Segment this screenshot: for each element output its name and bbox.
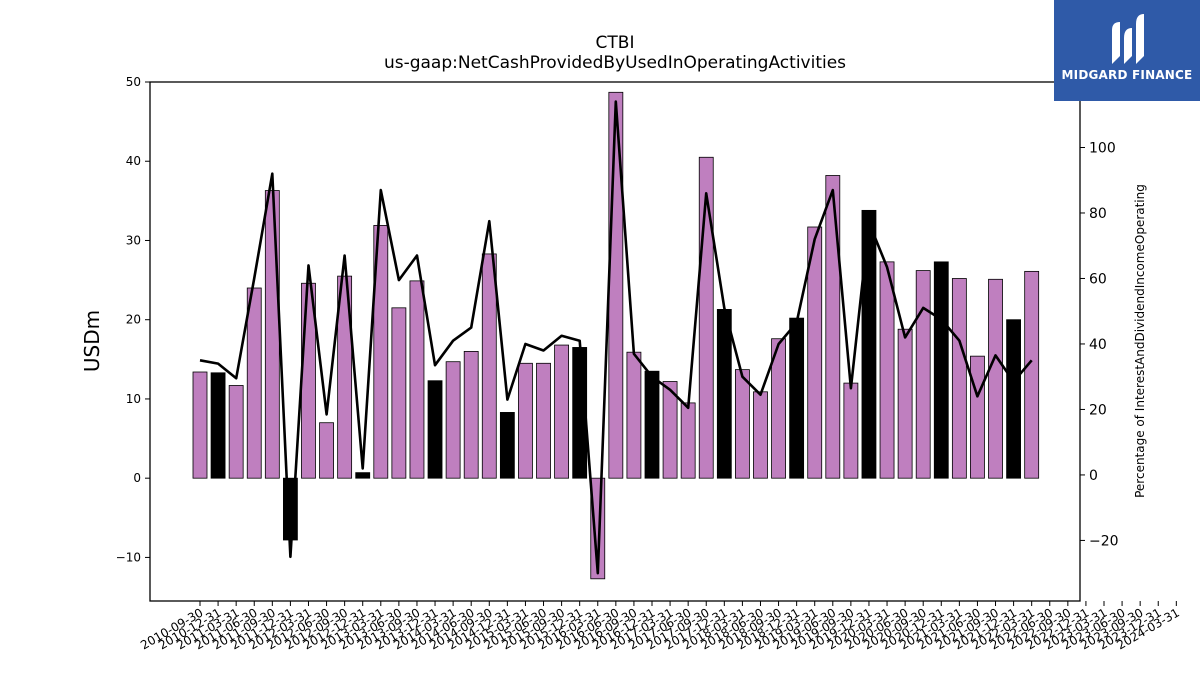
y-left-tick-label: −10 [116, 550, 141, 564]
y-axis-right: −20 0 20 40 60 80 100 [1080, 140, 1119, 549]
bar [499, 412, 515, 479]
bar [879, 261, 895, 479]
y-left-tick-label: 10 [126, 392, 141, 406]
bar [988, 278, 1003, 479]
bar [1024, 270, 1040, 479]
bar [391, 307, 407, 479]
y-right-tick-label: 40 [1089, 337, 1107, 353]
bar [771, 338, 786, 479]
bar [228, 385, 244, 479]
y-right-tick-label: 60 [1089, 271, 1107, 287]
y-left-tick-label: 30 [126, 233, 141, 247]
brand-logo: MIDGARD FINANCE [1054, 0, 1200, 101]
y-right-tick-label: 80 [1089, 206, 1107, 222]
bar [644, 370, 660, 479]
bar [933, 261, 949, 479]
bar [861, 209, 877, 479]
bar [753, 391, 768, 479]
plot-frame [149, 81, 1081, 602]
bar [427, 380, 443, 479]
y-left-tick-label: 0 [133, 471, 141, 485]
y-left-tick-label: 50 [126, 75, 141, 89]
bar [1006, 319, 1021, 479]
y-axis-label-left: USDm [80, 310, 104, 372]
y-left-tick-label: 40 [126, 154, 141, 168]
bar [970, 355, 985, 479]
bar [210, 372, 226, 479]
bar [825, 175, 841, 479]
bar [662, 381, 678, 479]
y-left-tick-label: 20 [126, 313, 141, 327]
chart-subtitle: us-gaap:NetCashProvidedByUsedInOperating… [384, 53, 846, 73]
bar [789, 317, 805, 479]
ratio-line [199, 100, 1033, 575]
bars [192, 91, 1040, 580]
y-right-tick-label: 0 [1089, 468, 1098, 484]
bar [319, 422, 334, 479]
bar [481, 253, 497, 479]
bar [680, 402, 696, 479]
bar [445, 361, 461, 479]
bar [843, 382, 859, 479]
bar [897, 328, 913, 479]
ratio-line-group [199, 100, 1033, 575]
bar [735, 369, 750, 479]
bar [337, 275, 353, 479]
bar [192, 371, 208, 479]
y-right-tick-label: 100 [1089, 140, 1116, 156]
bar [807, 226, 823, 479]
logo-text: MIDGARD FINANCE [1061, 68, 1193, 82]
bar [554, 344, 569, 479]
y-axis-label-right: Percentage of InterestAndDividendIncomeO… [1133, 184, 1147, 498]
bar [373, 225, 389, 479]
y-right-tick-label: 20 [1089, 402, 1107, 418]
bar [608, 91, 624, 479]
bar [716, 309, 732, 479]
x-axis: 2010-09-302010-12-312011-03-312011-06-30… [138, 601, 1182, 652]
bar [246, 287, 262, 479]
midgard-logo-icon [1112, 14, 1144, 64]
bar [951, 278, 967, 479]
bar [915, 270, 931, 479]
y-right-tick-label: −20 [1089, 533, 1119, 549]
bar [264, 190, 280, 479]
bar [463, 351, 479, 479]
bar [409, 280, 425, 479]
bar [536, 362, 551, 479]
bar [626, 351, 642, 479]
bar [518, 362, 533, 479]
y-axis-left: −10 0 10 20 30 40 50 [116, 75, 150, 564]
bar [355, 472, 371, 479]
chart-title: CTBI [596, 33, 635, 53]
